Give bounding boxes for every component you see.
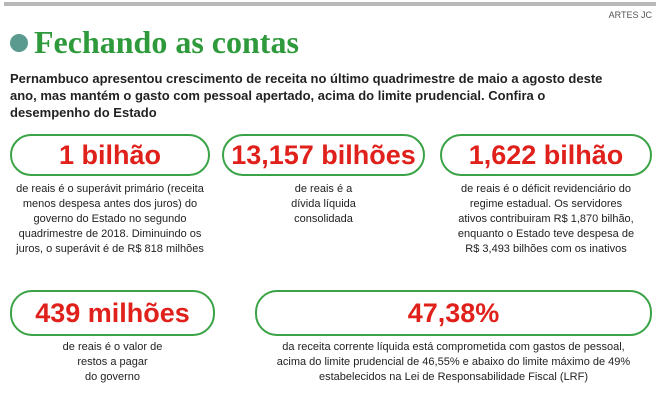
intro-line: Pernambuco apresentou crescimento de rec… xyxy=(10,71,603,86)
description-line: menos despesa antes dos juros) do xyxy=(22,198,198,210)
description-line: R$ 3,493 bilhões com os inativos xyxy=(465,243,627,255)
description-line: quadrimestre de 2018. Diminuindo os xyxy=(18,228,202,240)
description-line: governo do Estado no segundo xyxy=(33,213,187,225)
figure: 439 milhões xyxy=(10,290,215,336)
description-line: dívida líquida xyxy=(291,198,356,210)
description-line: juros, o superávit é de R$ 818 milhões xyxy=(16,243,204,255)
description-line: da receita corrente líquida está comprom… xyxy=(282,341,625,353)
description: de reais é o superávit primário (receita… xyxy=(10,182,210,257)
top-bar xyxy=(4,2,656,6)
description-line: de reais é o déficit revidenciário do xyxy=(461,183,631,195)
description-line: regime estadual. Os servidores xyxy=(469,198,623,210)
figure: 13,157 bilhões xyxy=(222,134,425,176)
description: de reais é a dívida líquida consolidada xyxy=(222,182,425,227)
description: de reais é o valor de restos a pagar do go… xyxy=(10,340,215,385)
figure: 1,622 bilhão xyxy=(440,134,652,176)
description-line: ativos contribuiram R$ 1,870 bilhão, xyxy=(458,213,634,225)
intro-line: ano, mas mantém o gasto com pessoal aper… xyxy=(10,88,546,103)
credit: ARTES JC xyxy=(608,10,652,20)
description-line: enquanto o Estado teve despesa de xyxy=(457,228,635,240)
description-line: restos a pagar xyxy=(77,356,148,368)
figure: 1 bilhão xyxy=(10,134,210,176)
intro-line: desempenho do Estado xyxy=(10,105,157,120)
title-bullet xyxy=(10,34,28,52)
title: Fechando as contas xyxy=(34,24,299,60)
description-line: consolidada xyxy=(294,213,353,225)
description-line: de reais é a xyxy=(294,183,353,195)
description-line: de reais é o superávit primário (receita xyxy=(16,183,204,195)
description: da receita corrente líquida está comprom… xyxy=(255,340,652,385)
figure: 47,38% xyxy=(255,290,652,336)
description: de reais é o déficit revidenciário do reg… xyxy=(440,182,652,257)
intro: Pernambuco apresentou crescimento de rec… xyxy=(10,70,602,121)
description-line: do governo xyxy=(84,371,141,383)
description-line: acima do limite prudencial de 46,55% e a… xyxy=(276,356,631,368)
description-line: de reais é o valor de xyxy=(62,341,163,353)
description-line: estabelecidos na Lei de Responsabilidade… xyxy=(318,371,589,383)
